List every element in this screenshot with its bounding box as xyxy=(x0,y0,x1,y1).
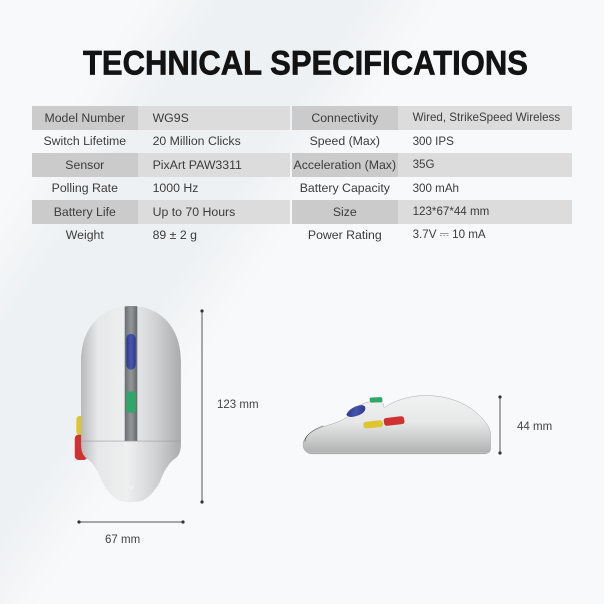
svg-text:123 mm: 123 mm xyxy=(217,399,259,411)
svg-text:67 mm: 67 mm xyxy=(105,534,140,546)
svg-text:44 mm: 44 mm xyxy=(517,421,552,433)
